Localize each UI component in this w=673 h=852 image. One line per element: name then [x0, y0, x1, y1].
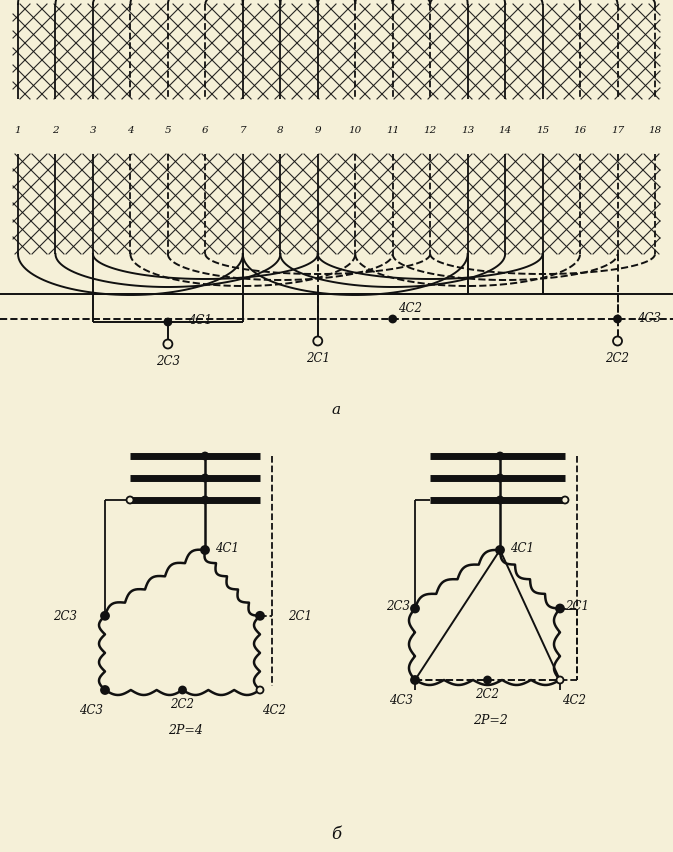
- Circle shape: [497, 497, 503, 504]
- Text: 4C1: 4C1: [510, 542, 534, 555]
- Circle shape: [497, 475, 503, 482]
- Text: 2C3: 2C3: [53, 609, 77, 623]
- Text: 4C2: 4C2: [262, 704, 286, 717]
- Text: 2C2: 2C2: [606, 351, 629, 364]
- Text: 6: 6: [202, 125, 209, 135]
- Circle shape: [101, 612, 109, 620]
- Circle shape: [179, 687, 186, 694]
- Circle shape: [557, 676, 563, 683]
- Text: 2P=4: 2P=4: [168, 723, 203, 737]
- Circle shape: [201, 475, 209, 482]
- Text: 2P=2: 2P=2: [472, 714, 507, 727]
- Circle shape: [201, 546, 209, 555]
- Text: 2C3: 2C3: [156, 354, 180, 367]
- Circle shape: [127, 497, 133, 504]
- Text: 4: 4: [127, 125, 134, 135]
- Circle shape: [411, 676, 419, 684]
- Circle shape: [389, 316, 396, 323]
- Text: 9: 9: [314, 125, 321, 135]
- Circle shape: [556, 605, 564, 613]
- Circle shape: [613, 337, 622, 346]
- Text: 4C3: 4C3: [389, 694, 413, 706]
- Text: 4C3: 4C3: [79, 704, 103, 717]
- Text: 14: 14: [499, 125, 511, 135]
- Text: 2C3: 2C3: [386, 599, 410, 613]
- Text: 4C1: 4C1: [188, 314, 212, 326]
- Text: 11: 11: [386, 125, 399, 135]
- Circle shape: [313, 337, 322, 346]
- Circle shape: [201, 497, 209, 504]
- Circle shape: [256, 612, 264, 620]
- Circle shape: [256, 687, 264, 694]
- Circle shape: [484, 676, 491, 683]
- Circle shape: [164, 340, 172, 349]
- Circle shape: [101, 686, 109, 694]
- Text: 4C2: 4C2: [562, 694, 586, 706]
- Circle shape: [411, 605, 419, 613]
- Text: 3: 3: [90, 125, 96, 135]
- Circle shape: [614, 316, 621, 323]
- Text: 2C1: 2C1: [565, 599, 589, 613]
- Text: 4C3: 4C3: [637, 311, 662, 324]
- Text: 13: 13: [461, 125, 474, 135]
- Circle shape: [561, 497, 569, 504]
- Text: 4C1: 4C1: [215, 542, 239, 555]
- Text: 2: 2: [52, 125, 59, 135]
- Text: 2C1: 2C1: [306, 351, 330, 364]
- Text: 12: 12: [423, 125, 437, 135]
- Text: 18: 18: [648, 125, 662, 135]
- Text: 4C2: 4C2: [398, 301, 422, 314]
- Text: 16: 16: [573, 125, 587, 135]
- Text: 7: 7: [240, 125, 246, 135]
- Text: 1: 1: [15, 125, 22, 135]
- Text: 2C2: 2C2: [170, 698, 194, 711]
- Text: 2C1: 2C1: [288, 609, 312, 623]
- Text: 17: 17: [611, 125, 624, 135]
- Text: 5: 5: [165, 125, 171, 135]
- Text: 8: 8: [277, 125, 283, 135]
- Text: 15: 15: [536, 125, 549, 135]
- Circle shape: [497, 453, 503, 460]
- Text: a: a: [331, 402, 341, 417]
- Circle shape: [496, 546, 504, 555]
- Text: 10: 10: [349, 125, 362, 135]
- Text: б: б: [331, 826, 341, 843]
- Circle shape: [164, 320, 172, 326]
- Circle shape: [201, 453, 209, 460]
- Text: 2C2: 2C2: [476, 688, 499, 700]
